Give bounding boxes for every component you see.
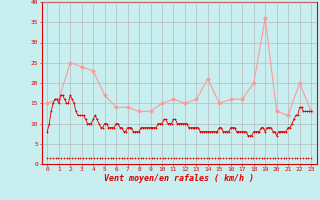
X-axis label: Vent moyen/en rafales ( km/h ): Vent moyen/en rafales ( km/h ) [104,174,254,183]
